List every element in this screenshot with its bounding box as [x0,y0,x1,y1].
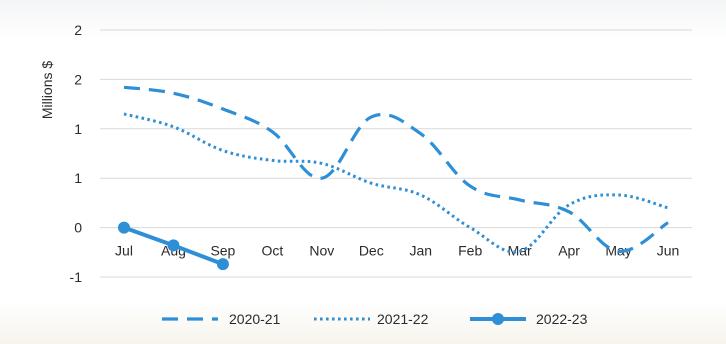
x-tick-label: Oct [261,243,283,259]
data-point [118,221,130,234]
series-line-2020-21 [123,85,669,253]
x-tick-label: Dec [359,243,384,259]
legend-label: 2020-21 [229,311,281,327]
y-tick-label: 1 [74,121,82,137]
series-line-2021-22 [123,112,669,254]
y-tick-label: 2 [74,71,82,87]
x-tick-label: Apr [558,243,580,259]
legend-label: 2021-22 [377,311,429,327]
legend: 2020-21 2021-22 2022-23 [162,311,588,327]
y-axis-ticks: 2 2 1 1 0 -1 [70,22,83,285]
y-tick-label: 1 [74,170,82,186]
x-tick-label: Jan [409,243,432,259]
data-point [167,239,180,252]
legend-label: 2022-23 [536,311,588,327]
x-tick-label: Jul [115,243,133,259]
x-tick-label: Jun [657,243,680,259]
x-tick-label: Sep [210,243,235,259]
series-lines [118,85,669,271]
y-tick-label: 0 [74,220,82,236]
y-tick-label: 2 [74,22,82,38]
y-axis-label: Millions $ [39,61,55,120]
data-point [216,258,229,271]
x-tick-label: Feb [458,243,482,259]
x-tick-label: Nov [309,243,334,259]
y-tick-label: -1 [70,269,83,285]
gridlines [100,29,692,278]
legend-marker [492,313,504,325]
